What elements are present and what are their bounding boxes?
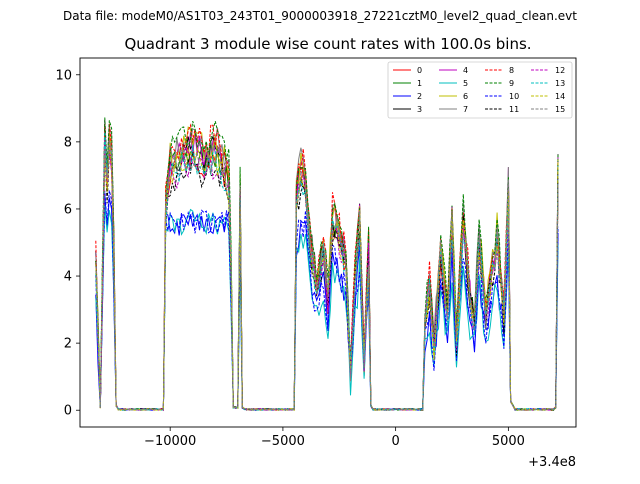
legend-label-6: 6 (463, 92, 468, 101)
x-tick-label: −10000 (144, 434, 196, 449)
series-line-5 (95, 205, 559, 411)
y-tick-label: 10 (55, 68, 72, 83)
series-line-2 (95, 195, 559, 411)
series-line-14 (95, 143, 559, 411)
legend-label-7: 7 (463, 105, 468, 114)
x-tick-label: 5000 (492, 434, 525, 449)
y-tick-label: 0 (64, 404, 72, 419)
x-tick-label: −5000 (261, 434, 305, 449)
y-tick-label: 4 (64, 270, 72, 285)
series-line-9 (95, 117, 559, 411)
legend-label-5: 5 (463, 79, 468, 88)
legend-frame (387, 61, 573, 119)
legend-label-8: 8 (509, 66, 514, 75)
x-axis: −10000 −5000 0 5000 (144, 427, 525, 449)
legend-label-9: 9 (509, 79, 514, 88)
y-tick-label: 6 (64, 202, 72, 217)
chart-title: Quadrant 3 module wise count rates with … (124, 35, 531, 53)
legend-label-12: 12 (555, 66, 565, 75)
legend-label-10: 10 (509, 92, 519, 101)
series-layer (95, 117, 559, 412)
suptitle: Data file: modeM0/AS1T03_243T01_90000039… (63, 9, 577, 23)
plot-area (80, 58, 576, 427)
y-tick-label: 2 (64, 337, 72, 352)
legend-label-2: 2 (417, 92, 422, 101)
legend-label-0: 0 (417, 66, 422, 75)
legend-label-11: 11 (509, 105, 519, 114)
y-tick-label: 8 (64, 135, 72, 150)
legend-label-13: 13 (555, 79, 565, 88)
legend-label-15: 15 (555, 105, 565, 114)
series-line-15 (95, 140, 559, 411)
legend-label-14: 14 (555, 92, 565, 101)
x-tick-label: 0 (391, 434, 399, 449)
y-axis: 0 2 4 6 8 10 (55, 68, 80, 419)
legend-label-4: 4 (463, 66, 468, 75)
legend-label-3: 3 (417, 105, 422, 114)
legend-label-1: 1 (417, 79, 422, 88)
plot-frame (79, 57, 577, 428)
x-offset-label: +3.4e8 (528, 455, 576, 470)
